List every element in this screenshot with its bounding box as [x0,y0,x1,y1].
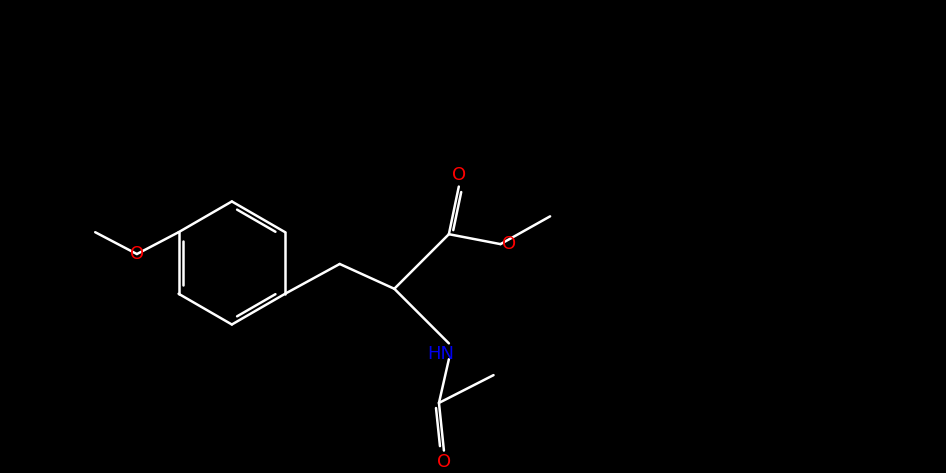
Text: HN: HN [428,345,454,363]
Text: O: O [452,166,465,184]
Text: O: O [502,235,517,253]
Text: O: O [437,454,451,472]
Text: O: O [130,245,144,263]
